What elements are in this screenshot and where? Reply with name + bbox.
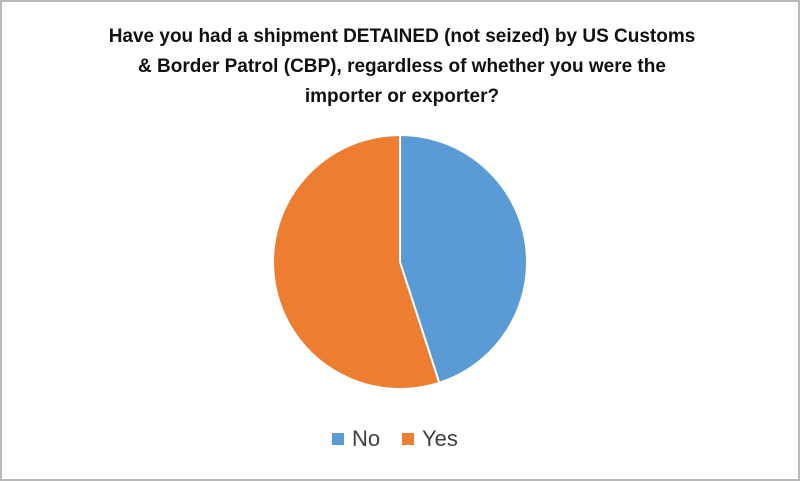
legend-swatch: [332, 433, 344, 445]
pie-slice: [272, 133, 441, 390]
legend-label: Yes: [422, 426, 458, 451]
pie-slice: [399, 133, 528, 385]
chart-title: Have you had a shipment DETAINED (not se…: [108, 26, 696, 107]
legend-label: No: [352, 426, 380, 451]
legend-swatch: [402, 433, 414, 445]
